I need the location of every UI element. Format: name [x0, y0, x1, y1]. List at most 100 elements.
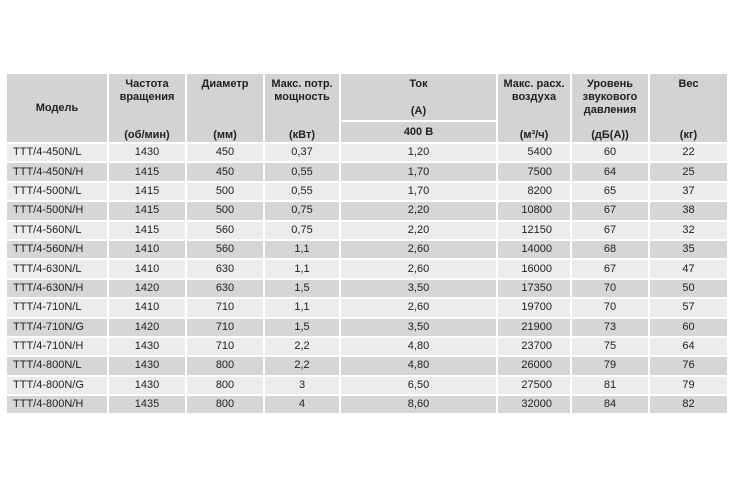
table-row: TTT/4-710N/G 1420 710 1,5 3,50 21900 73 60: [7, 318, 727, 336]
cell-weight: 22: [650, 144, 727, 162]
cell-airflow: 26000: [498, 357, 570, 375]
table-row: TTT/4-560N/L 1415 560 0,75 2,20 12150 67 32: [7, 221, 727, 239]
cell-model: TTT/4-450N/L: [7, 144, 107, 162]
header-airflow: Макс. расх. воздуха (м³/ч): [498, 74, 570, 142]
cell-current: 1,70: [341, 163, 496, 181]
cell-power: 0,55: [265, 163, 339, 181]
cell-diameter: 450: [187, 144, 263, 162]
cell-weight: 25: [650, 163, 727, 181]
cell-diameter: 560: [187, 240, 263, 259]
cell-power: 4: [265, 396, 339, 414]
cell-weight: 82: [650, 396, 727, 414]
cell-noise: 70: [572, 299, 648, 317]
cell-airflow: 12150: [498, 221, 570, 239]
cell-power: 2,2: [265, 337, 339, 356]
cell-airflow: 7500: [498, 163, 570, 181]
cell-power: 0,55: [265, 182, 339, 201]
cell-diameter: 630: [187, 279, 263, 298]
header-weight-unit: (кг): [679, 129, 698, 141]
header-power: Макс. потр. мощность (кВт): [265, 74, 339, 142]
header-speed-unit: (об/мин): [124, 129, 170, 141]
cell-speed: 1420: [109, 279, 185, 298]
cell-speed: 1430: [109, 376, 185, 395]
cell-weight: 57: [650, 299, 727, 317]
cell-diameter: 800: [187, 396, 263, 414]
table-row: TTT/4-800N/H 1435 800 4 8,60 32000 84 82: [7, 396, 727, 414]
cell-power: 0,75: [265, 221, 339, 239]
cell-current: 3,50: [341, 279, 496, 298]
table-row: TTT/4-450N/H 1415 450 0,55 1,70 7500 64 25: [7, 163, 727, 181]
header-airflow-label: Макс. расх. воздуха: [503, 78, 565, 103]
cell-current: 2,60: [341, 299, 496, 317]
cell-diameter: 500: [187, 202, 263, 220]
cell-noise: 65: [572, 182, 648, 201]
cell-power: 1,5: [265, 318, 339, 336]
cell-airflow: 21900: [498, 318, 570, 336]
cell-noise: 73: [572, 318, 648, 336]
cell-noise: 81: [572, 376, 648, 395]
cell-model: TTT/4-630N/L: [7, 260, 107, 278]
header-diameter-unit: (мм): [213, 129, 237, 141]
cell-weight: 38: [650, 202, 727, 220]
table-row: TTT/4-450N/L 1430 450 0,37 1,20 5400 60 22: [7, 144, 727, 162]
cell-diameter: 800: [187, 376, 263, 395]
header-current-label: Ток: [409, 78, 428, 90]
cell-speed: 1410: [109, 260, 185, 278]
cell-current: 8,60: [341, 396, 496, 414]
cell-weight: 79: [650, 376, 727, 395]
cell-noise: 64: [572, 163, 648, 181]
cell-current: 1,70: [341, 182, 496, 201]
header-noise: Уровень звукового давления (дБ(А)): [572, 74, 648, 142]
table-row: TTT/4-630N/H 1420 630 1,5 3,50 17350 70 50: [7, 279, 727, 298]
cell-airflow: 27500: [498, 376, 570, 395]
cell-weight: 64: [650, 337, 727, 356]
cell-weight: 47: [650, 260, 727, 278]
cell-diameter: 630: [187, 260, 263, 278]
cell-weight: 35: [650, 240, 727, 259]
header-diameter: Диаметр (мм): [187, 74, 263, 142]
cell-power: 1,5: [265, 279, 339, 298]
header-power-unit: (кВт): [288, 129, 316, 141]
cell-speed: 1410: [109, 299, 185, 317]
cell-noise: 67: [572, 221, 648, 239]
cell-power: 0,37: [265, 144, 339, 162]
cell-power: 2,2: [265, 357, 339, 375]
cell-current: 2,20: [341, 221, 496, 239]
cell-airflow: 10800: [498, 202, 570, 220]
cell-model: TTT/4-800N/H: [7, 396, 107, 414]
cell-power: 1,1: [265, 240, 339, 259]
header-power-label: Макс. потр. мощность: [271, 78, 333, 103]
cell-speed: 1430: [109, 357, 185, 375]
cell-current: 4,80: [341, 357, 496, 375]
cell-speed: 1435: [109, 396, 185, 414]
header-model-label: Модель: [35, 101, 79, 114]
cell-diameter: 800: [187, 357, 263, 375]
cell-noise: 84: [572, 396, 648, 414]
cell-noise: 79: [572, 357, 648, 375]
table-row: TTT/4-630N/L 1410 630 1,1 2,60 16000 67 47: [7, 260, 727, 278]
cell-speed: 1415: [109, 182, 185, 201]
cell-model: TTT/4-500N/L: [7, 182, 107, 201]
cell-diameter: 560: [187, 221, 263, 239]
cell-noise: 67: [572, 202, 648, 220]
cell-airflow: 16000: [498, 260, 570, 278]
cell-current: 4,80: [341, 337, 496, 356]
cell-model: TTT/4-710N/L: [7, 299, 107, 317]
cell-noise: 70: [572, 279, 648, 298]
cell-weight: 37: [650, 182, 727, 201]
cell-airflow: 14000: [498, 240, 570, 259]
cell-current: 2,60: [341, 240, 496, 259]
cell-weight: 32: [650, 221, 727, 239]
cell-model: TTT/4-500N/H: [7, 202, 107, 220]
cell-airflow: 23700: [498, 337, 570, 356]
cell-current: 1,20: [341, 144, 496, 162]
cell-power: 3: [265, 376, 339, 395]
cell-model: TTT/4-560N/L: [7, 221, 107, 239]
cell-noise: 68: [572, 240, 648, 259]
cell-speed: 1430: [109, 144, 185, 162]
cell-noise: 60: [572, 144, 648, 162]
cell-airflow: 17350: [498, 279, 570, 298]
cell-noise: 75: [572, 337, 648, 356]
cell-model: TTT/4-630N/H: [7, 279, 107, 298]
cell-weight: 50: [650, 279, 727, 298]
